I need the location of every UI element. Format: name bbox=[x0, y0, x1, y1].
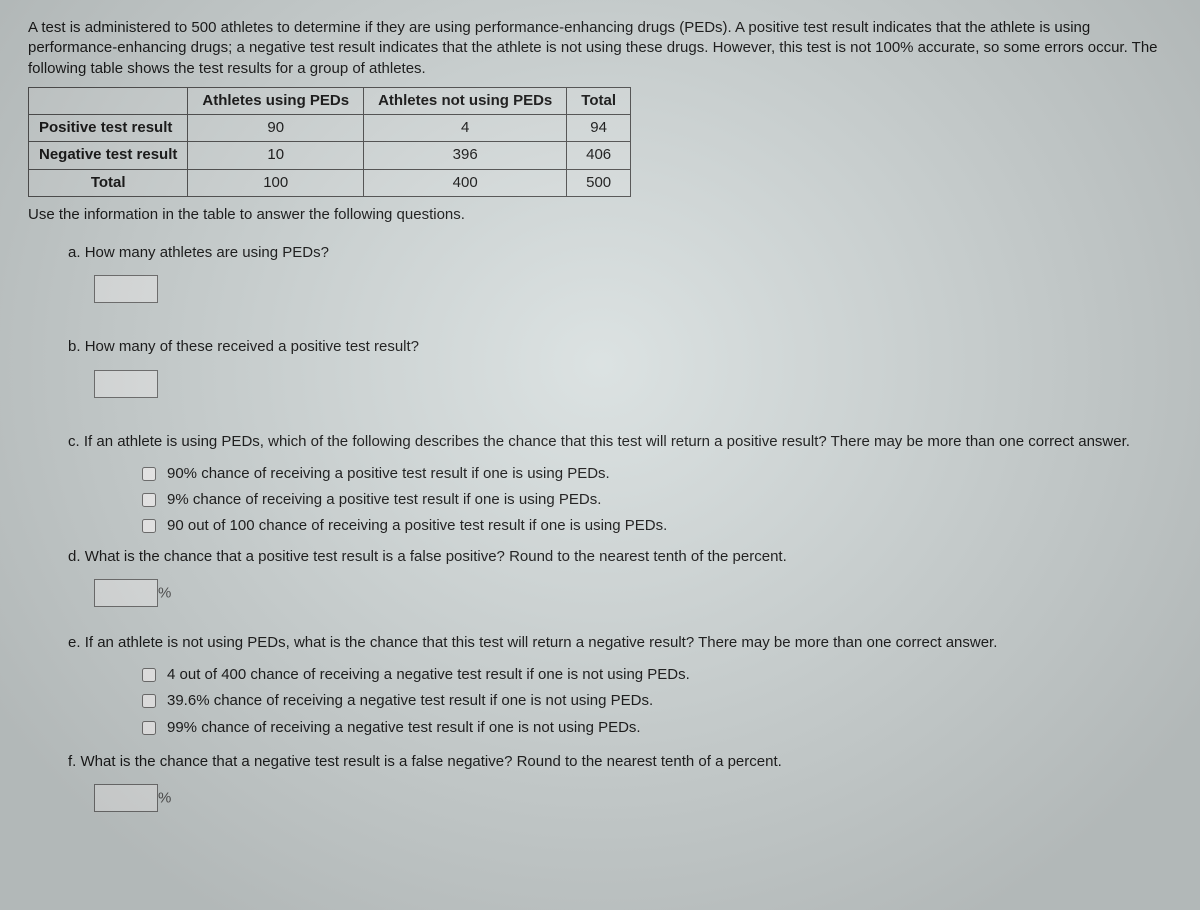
option-e2-checkbox[interactable] bbox=[142, 694, 156, 708]
question-b: b. How many of these received a positive… bbox=[68, 337, 1172, 397]
cell: 500 bbox=[567, 169, 631, 196]
percent-label: % bbox=[158, 790, 171, 807]
row-header-total: Total bbox=[29, 169, 188, 196]
question-letter: a. bbox=[68, 244, 81, 261]
intro-paragraph: A test is administered to 500 athletes t… bbox=[28, 18, 1172, 79]
option-label: 39.6% chance of receiving a negative tes… bbox=[167, 691, 653, 711]
option-label: 4 out of 400 chance of receiving a negat… bbox=[167, 665, 690, 685]
question-letter: d. bbox=[68, 548, 81, 565]
option-c2: 9% chance of receiving a positive test r… bbox=[138, 490, 1172, 510]
row-header-positive: Positive test result bbox=[29, 115, 188, 142]
option-c3: 90 out of 100 chance of receiving a posi… bbox=[138, 516, 1172, 536]
cell: 10 bbox=[188, 142, 364, 169]
row-header-negative: Negative test result bbox=[29, 142, 188, 169]
question-text: What is the chance that a negative test … bbox=[81, 753, 782, 770]
option-e1: 4 out of 400 chance of receiving a negat… bbox=[138, 665, 1172, 685]
option-e2: 39.6% chance of receiving a negative tes… bbox=[138, 691, 1172, 711]
cell: 100 bbox=[188, 169, 364, 196]
question-letter: e. bbox=[68, 634, 81, 651]
option-e1-checkbox[interactable] bbox=[142, 668, 156, 682]
table-row: Positive test result 90 4 94 bbox=[29, 115, 631, 142]
question-letter: f. bbox=[68, 753, 76, 770]
table-row: Negative test result 10 396 406 bbox=[29, 142, 631, 169]
question-e: e. If an athlete is not using PEDs, what… bbox=[68, 633, 1172, 738]
cell: 4 bbox=[364, 115, 567, 142]
option-label: 90% chance of receiving a positive test … bbox=[167, 464, 610, 484]
answer-a-input[interactable] bbox=[94, 275, 158, 303]
table-corner bbox=[29, 87, 188, 114]
answer-b-input[interactable] bbox=[94, 370, 158, 398]
question-d: d. What is the chance that a positive te… bbox=[68, 547, 1172, 607]
question-f: f. What is the chance that a negative te… bbox=[68, 752, 1172, 812]
col-header-not-using: Athletes not using PEDs bbox=[364, 87, 567, 114]
cell: 400 bbox=[364, 169, 567, 196]
cell: 90 bbox=[188, 115, 364, 142]
option-e3: 99% chance of receiving a negative test … bbox=[138, 718, 1172, 738]
question-c: c. If an athlete is using PEDs, which of… bbox=[68, 432, 1172, 537]
results-table: Athletes using PEDs Athletes not using P… bbox=[28, 87, 631, 197]
instructions: Use the information in the table to answ… bbox=[28, 205, 1172, 225]
cell: 94 bbox=[567, 115, 631, 142]
question-text: How many of these received a positive te… bbox=[85, 338, 419, 355]
cell: 406 bbox=[567, 142, 631, 169]
option-c3-checkbox[interactable] bbox=[142, 519, 156, 533]
cell: 396 bbox=[364, 142, 567, 169]
option-label: 99% chance of receiving a negative test … bbox=[167, 718, 641, 738]
table-row: Total 100 400 500 bbox=[29, 169, 631, 196]
question-letter: b. bbox=[68, 338, 81, 355]
option-label: 90 out of 100 chance of receiving a posi… bbox=[167, 516, 667, 536]
question-text: How many athletes are using PEDs? bbox=[85, 244, 329, 261]
col-header-total: Total bbox=[567, 87, 631, 114]
option-c1-checkbox[interactable] bbox=[142, 467, 156, 481]
question-a: a. How many athletes are using PEDs? bbox=[68, 243, 1172, 303]
answer-f-input[interactable] bbox=[94, 784, 158, 812]
option-label: 9% chance of receiving a positive test r… bbox=[167, 490, 601, 510]
percent-label: % bbox=[158, 584, 171, 601]
answer-d-input[interactable] bbox=[94, 579, 158, 607]
question-text: If an athlete is using PEDs, which of th… bbox=[84, 433, 1130, 450]
option-c2-checkbox[interactable] bbox=[142, 493, 156, 507]
question-text: If an athlete is not using PEDs, what is… bbox=[85, 634, 998, 651]
col-header-using: Athletes using PEDs bbox=[188, 87, 364, 114]
option-c1: 90% chance of receiving a positive test … bbox=[138, 464, 1172, 484]
option-e3-checkbox[interactable] bbox=[142, 721, 156, 735]
question-text: What is the chance that a positive test … bbox=[85, 548, 787, 565]
question-letter: c. bbox=[68, 433, 80, 450]
